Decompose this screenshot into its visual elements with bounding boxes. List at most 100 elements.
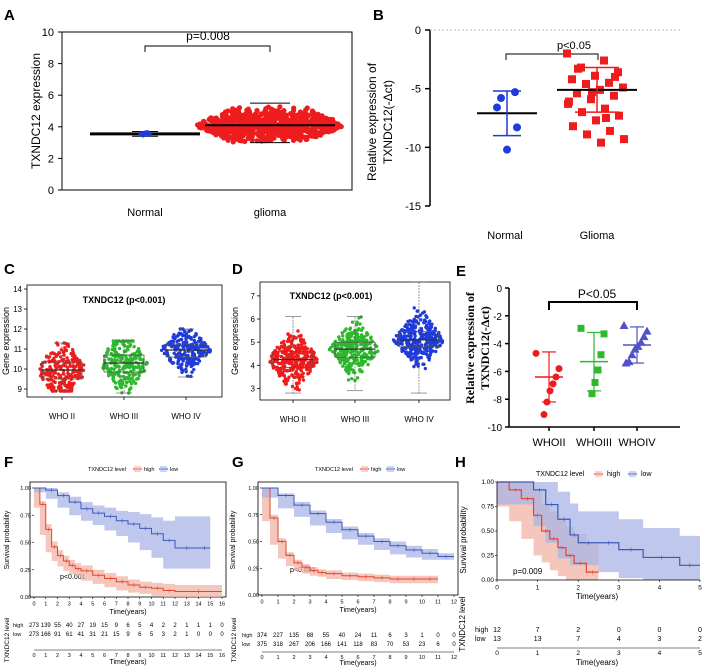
panel-f-risk-xtick-label: 4 bbox=[79, 653, 82, 659]
panel-g-xtick-label: 4 bbox=[324, 600, 327, 606]
panel-d-point bbox=[426, 332, 430, 337]
panel-c-point bbox=[118, 353, 122, 358]
panel-a-point-glioma bbox=[205, 125, 212, 131]
panel-f-risk-low-count: 9 bbox=[126, 632, 130, 638]
panel-c-point bbox=[207, 347, 212, 352]
panel-h-risk-high-count: 2 bbox=[576, 627, 580, 634]
panel-g-risk-xtick-label: 12 bbox=[451, 655, 457, 661]
panel-c-point bbox=[187, 356, 191, 361]
panel-c-point bbox=[171, 335, 175, 339]
panel-c-point bbox=[59, 355, 63, 359]
panel-f-risk-xtick-label: 13 bbox=[184, 653, 190, 659]
panel-c-xtick-label: WHO IV bbox=[171, 412, 201, 421]
panel-d-point bbox=[301, 378, 306, 382]
panel-g-risk-low-count: 375 bbox=[257, 642, 268, 648]
panel-h-xtick-label: 4 bbox=[658, 585, 662, 592]
panel-c-point bbox=[181, 340, 186, 345]
panel-c-point bbox=[120, 356, 125, 361]
panel-c-point bbox=[109, 351, 113, 356]
panel-c-ytick-label: 12 bbox=[13, 325, 22, 334]
panel-c-point bbox=[168, 359, 172, 363]
panel-d-xtick-label: WHO IV bbox=[404, 415, 434, 424]
panel-b-ytick-label: -5 bbox=[411, 84, 421, 96]
panel-b-point-glioma bbox=[620, 135, 628, 144]
panel-h-risk-xlabel: Time(years) bbox=[576, 658, 619, 667]
panel-b-point-glioma bbox=[573, 89, 581, 98]
panel-a-point-glioma bbox=[234, 129, 240, 135]
panel-h-risk-high-count: 0 bbox=[698, 627, 702, 634]
panel-c-point bbox=[192, 352, 196, 356]
panel-g-xtick-label: 2 bbox=[292, 600, 295, 606]
panel-e-point bbox=[577, 324, 585, 332]
panel-e-ytick-label: 0 bbox=[496, 284, 502, 295]
panel-d-point bbox=[337, 335, 341, 339]
panel-f-risk-high-count: 27 bbox=[78, 623, 85, 629]
panel-a-point-glioma bbox=[267, 114, 273, 120]
panel-d-point bbox=[275, 345, 279, 349]
panel-c-point bbox=[65, 356, 69, 360]
panel-d-point bbox=[285, 352, 289, 356]
panel-h-ylabel: Survival probability bbox=[459, 506, 468, 573]
panel-d-point bbox=[287, 335, 292, 339]
panel-d-point bbox=[302, 347, 306, 351]
panel-f-ylabel: Survival probability bbox=[4, 510, 11, 569]
panel-a-point-glioma bbox=[210, 129, 216, 136]
panel-d-point bbox=[408, 319, 412, 323]
panel-h-xtick-label: 3 bbox=[617, 585, 621, 592]
panel-a-point-glioma bbox=[262, 137, 268, 144]
panel-g-xlabel: Time(years) bbox=[339, 607, 376, 614]
panel-d-point bbox=[301, 362, 306, 366]
panel-d-point bbox=[338, 361, 343, 365]
panel-c-point bbox=[132, 357, 136, 361]
panel-c-point bbox=[58, 373, 62, 378]
panel-b-xtick-normal: Normal bbox=[487, 230, 522, 242]
panel-d-point bbox=[302, 341, 307, 345]
panel-c-point bbox=[172, 351, 176, 355]
panel-a-point-glioma bbox=[304, 128, 311, 134]
panel-d-point bbox=[412, 355, 416, 359]
panel-f-risk-xtick-label: 10 bbox=[148, 653, 154, 659]
panel-c-point bbox=[194, 331, 198, 336]
panel-b-point-glioma bbox=[569, 122, 577, 131]
panel-b-point-glioma bbox=[614, 68, 622, 77]
panel-label-f: F bbox=[4, 454, 13, 471]
panel-g-xtick-label: 8 bbox=[388, 600, 391, 606]
panel-label-a: A bbox=[4, 7, 15, 24]
panel-f-risk-low-count: 15 bbox=[113, 632, 120, 638]
panel-c-point bbox=[180, 370, 184, 375]
panel-a-ylabel: TXNDC12 expression bbox=[29, 53, 43, 169]
panel-f-risk-high-count: 0 bbox=[220, 623, 224, 629]
panel-d-point bbox=[402, 334, 407, 338]
panel-a-point-glioma bbox=[249, 127, 256, 134]
panel-a-point-glioma bbox=[244, 119, 250, 126]
panel-d-point bbox=[275, 367, 279, 372]
panel-g-risk-high-count: 6 bbox=[388, 633, 392, 639]
panel-f-risk-high-count: 139 bbox=[41, 623, 52, 629]
panel-d-point bbox=[422, 310, 427, 314]
panel-d-point bbox=[400, 327, 404, 332]
panel-a-point-glioma bbox=[265, 104, 271, 110]
panel-d-point bbox=[408, 349, 413, 354]
panel-g-legend-box-low bbox=[387, 466, 394, 472]
panel-d-point bbox=[345, 351, 349, 355]
panel-c-point bbox=[110, 373, 114, 377]
panel-h-legend-box-high bbox=[595, 471, 602, 477]
panel-h-chart: Survival probability Time(years) Time(ye… bbox=[458, 471, 702, 667]
panel-e-ytick-label: -8 bbox=[493, 395, 502, 406]
panel-b-chart: Relative expression of TXNDC12(-Δct) Nor… bbox=[365, 25, 680, 242]
panel-c-point bbox=[54, 366, 59, 370]
panel-a-point-glioma bbox=[276, 131, 282, 137]
panel-d-point bbox=[347, 331, 351, 336]
panel-e-point bbox=[532, 349, 540, 357]
panel-b-point-glioma bbox=[587, 95, 595, 104]
panel-h-xtick-label: 1 bbox=[536, 585, 540, 592]
panel-f-xtick-label: 13 bbox=[184, 602, 190, 608]
panel-c-point bbox=[113, 381, 118, 385]
panel-f-risk-xtick-label: 6 bbox=[103, 653, 106, 659]
panel-d-point bbox=[354, 349, 359, 354]
panel-b-point-glioma bbox=[568, 75, 576, 84]
panel-d-point bbox=[391, 338, 396, 342]
panel-c-xtick-label: WHO III bbox=[110, 412, 138, 421]
panel-c-point bbox=[53, 375, 58, 380]
panel-c-point bbox=[136, 376, 140, 381]
